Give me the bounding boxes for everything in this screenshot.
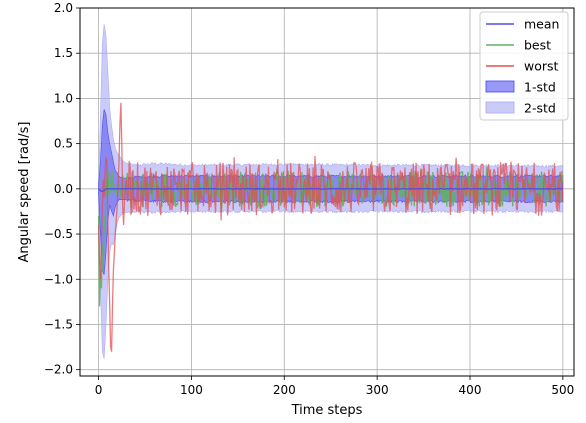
legend-label: worst (524, 59, 559, 74)
mean-line (98, 187, 564, 193)
legend-box (479, 11, 569, 121)
y-tick-label: −2.0 (44, 363, 73, 377)
series-lines (97, 102, 564, 352)
worst-line (97, 102, 564, 352)
y-tick-label: 0.5 (54, 137, 73, 151)
x-axis-label: Time steps (291, 403, 363, 418)
y-axis-label: Angular speed [rad/s] (17, 122, 32, 263)
legend-label: 2-std (524, 101, 556, 116)
legend: mean best worst 1-std 2-std (479, 11, 569, 121)
x-tick-label: 200 (273, 383, 296, 397)
plot-frame (79, 7, 575, 377)
y-tick-label: −1.0 (44, 272, 73, 286)
legend-swatch (485, 80, 515, 93)
x-tick-label: 500 (551, 383, 574, 397)
legend-label: best (524, 38, 551, 53)
y-tick-label: 0.0 (54, 182, 73, 196)
y-ticks: −2.0 −1.5 −1.0 −0.5 0.0 0.5 1.0 1.5 2.0 (44, 1, 80, 377)
y-tick-label: 2.0 (54, 1, 73, 15)
x-tick-label: 400 (459, 383, 482, 397)
x-ticks: 0 100 200 300 400 500 (95, 376, 574, 397)
legend-swatch (485, 101, 515, 114)
legend-label: mean (524, 17, 559, 32)
y-tick-label: −0.5 (44, 227, 73, 241)
y-tick-label: −1.5 (44, 317, 73, 331)
x-tick-label: 0 (95, 383, 103, 397)
x-tick-label: 100 (180, 383, 203, 397)
legend-label: 1-std (524, 80, 556, 95)
y-tick-label: 1.0 (54, 91, 73, 105)
y-tick-label: 1.5 (54, 46, 73, 60)
x-tick-label: 300 (366, 383, 389, 397)
